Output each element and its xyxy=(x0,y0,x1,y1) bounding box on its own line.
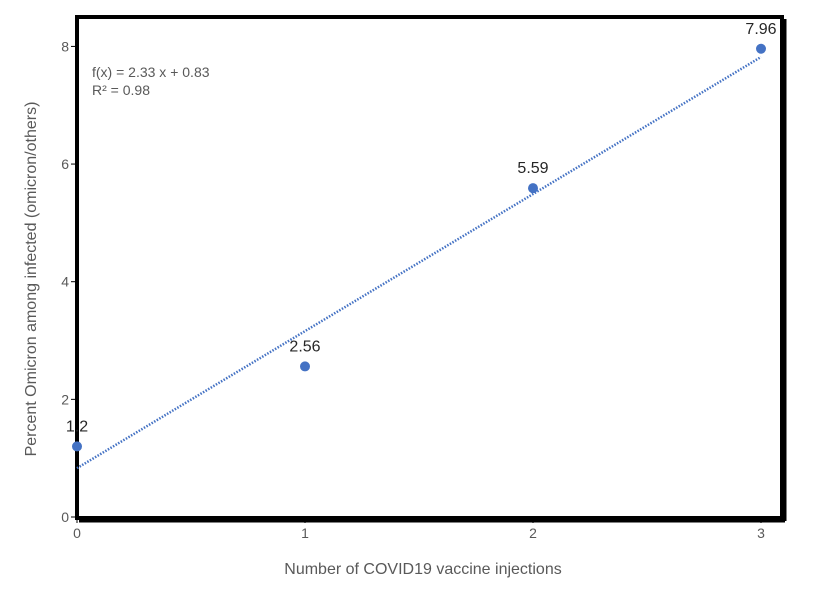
data-point-group xyxy=(72,43,766,452)
trendline xyxy=(76,55,762,470)
data-label: 2.56 xyxy=(289,338,320,355)
data-label: 7.96 xyxy=(745,21,776,38)
trendline-group xyxy=(76,55,762,470)
y-tick-label: 6 xyxy=(61,156,69,172)
y-tick-label: 8 xyxy=(61,38,69,54)
y-tick-label: 4 xyxy=(61,274,69,290)
y-axis-title: Percent Omicron among infected (omicron/… xyxy=(23,102,40,457)
x-tick-label: 0 xyxy=(73,525,81,541)
data-point xyxy=(72,441,82,452)
y-tick-label: 0 xyxy=(61,509,69,525)
data-label: 5.59 xyxy=(517,160,548,177)
y-tick-label: 2 xyxy=(61,391,69,407)
data-label-group: 1.2 2.56 5.59 7.96 xyxy=(66,21,777,436)
x-tick-group: 0 1 2 3 xyxy=(73,517,765,541)
trendline-equation: f(x) = 2.33 x + 0.83 xyxy=(92,64,210,80)
x-tick-label: 1 xyxy=(301,525,309,541)
y-tick-group: 0 2 4 6 8 xyxy=(61,38,77,525)
plot-frame xyxy=(75,15,784,520)
data-point xyxy=(756,43,766,54)
x-tick-label: 3 xyxy=(757,525,765,541)
data-label: 1.2 xyxy=(66,418,88,435)
x-axis-title: Number of COVID19 vaccine injections xyxy=(284,561,561,578)
r-squared-label: R² = 0.98 xyxy=(92,82,150,98)
data-point xyxy=(528,183,538,194)
x-tick-label: 2 xyxy=(529,525,537,541)
data-point xyxy=(300,361,310,372)
